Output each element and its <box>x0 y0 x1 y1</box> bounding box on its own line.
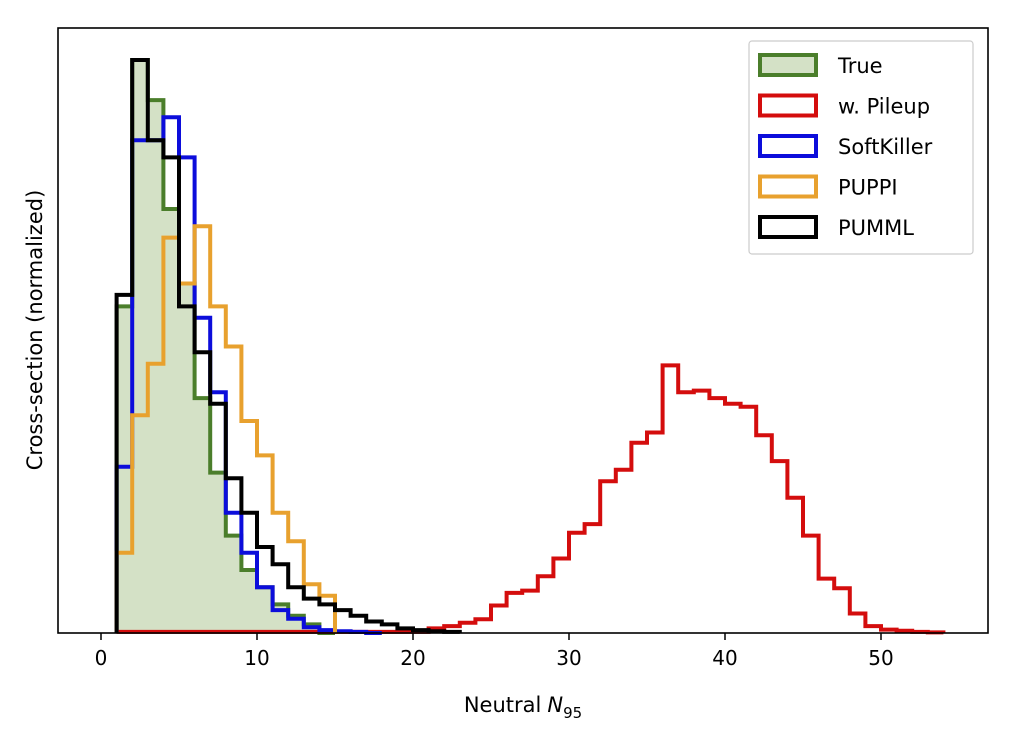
legend-swatch-true <box>758 53 818 77</box>
legend-label-true: True <box>837 54 883 78</box>
x-tick-label: 30 <box>556 646 581 670</box>
legend-swatch-w-pileup <box>758 93 818 118</box>
x-tick-label: 0 <box>95 646 108 670</box>
x-tick-label: 10 <box>244 646 269 670</box>
legend-swatch-softkiller <box>758 134 818 158</box>
x-tick-label: 50 <box>868 646 893 670</box>
x-tick-label: 20 <box>400 646 425 670</box>
series-pumml-line <box>114 58 462 634</box>
series-puppi-line <box>114 224 337 633</box>
legend-label-w-pileup: w. Pileup <box>838 95 930 119</box>
x-axis-label-subscript: 95 <box>563 704 582 722</box>
legend-label-puppi: PUPPI <box>838 176 898 200</box>
x-tick-label: 40 <box>712 646 737 670</box>
x-axis-label-text: Neutral <box>464 693 542 717</box>
legend-label-pumml: PUMML <box>838 216 914 240</box>
x-axis-label-symbol: N <box>547 693 563 717</box>
histogram-series-layer <box>114 58 946 635</box>
legend-items: True w. Pileup SoftKiller PUPPI PUMML <box>758 53 933 240</box>
legend-swatch-pumml <box>758 215 818 239</box>
legend: True w. Pileup SoftKiller PUPPI PUMML <box>748 40 974 255</box>
x-axis-label: Neutral N95 <box>464 693 582 722</box>
series-true-fill <box>116 60 335 633</box>
x-axis-ticks: 0 10 20 30 40 50 <box>95 633 894 670</box>
legend-label-softkiller: SoftKiller <box>838 135 933 159</box>
legend-swatch-puppi <box>758 174 818 199</box>
y-axis-label: Cross-section (normalized) <box>23 190 47 471</box>
plot-frame <box>57 27 989 634</box>
